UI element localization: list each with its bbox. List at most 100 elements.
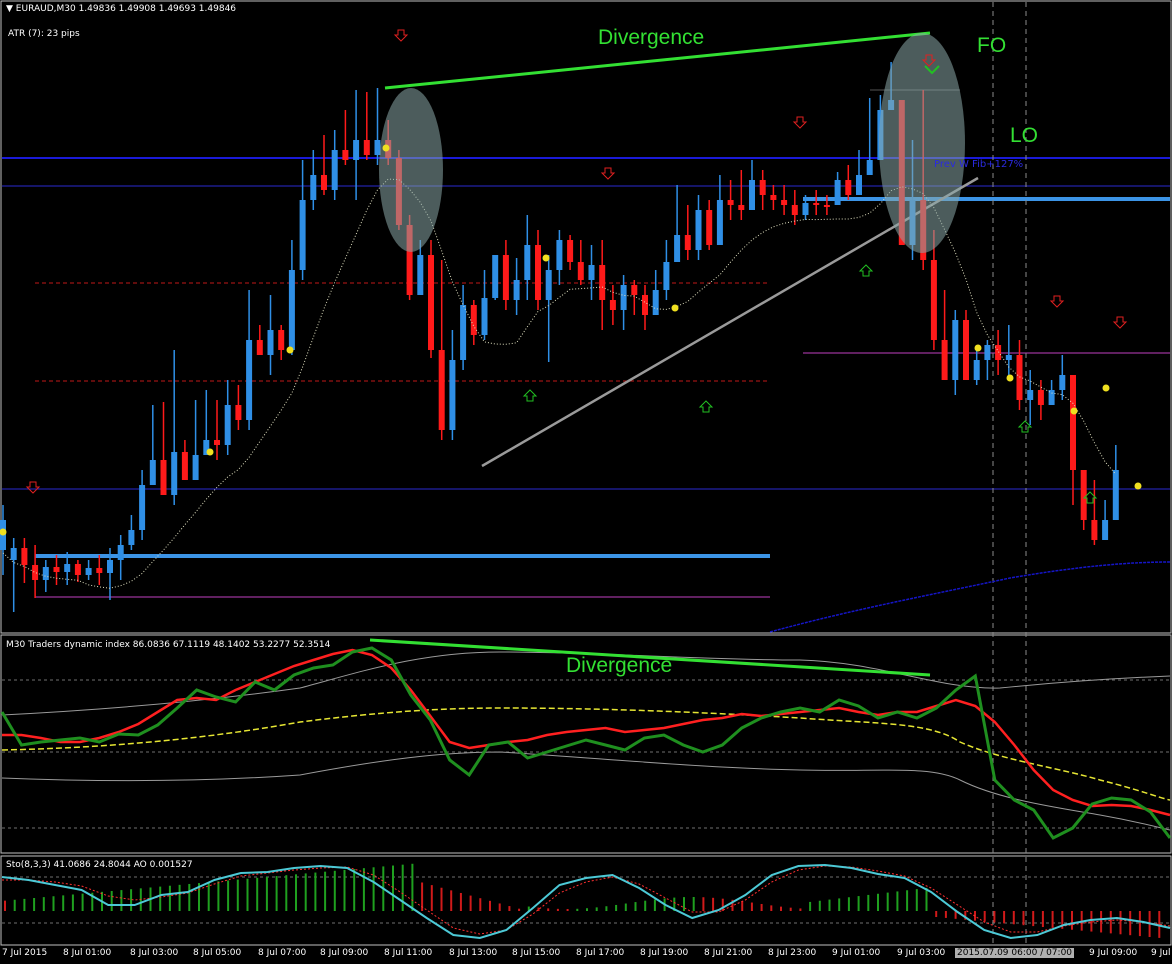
symbol-quote: EURAUD,M30 1.49836 1.49908 1.49693 1.498… [15,4,237,14]
candle-bull [1059,375,1066,390]
candle-bull [288,270,295,350]
down-arrow-icon [25,481,41,494]
tdi-green-rsi [0,646,1172,840]
ao-bar [799,908,802,911]
ao-bar [168,885,171,911]
time-axis-label: 8 Jul 17:00 [576,948,625,958]
ao-bar [198,883,200,911]
candle-bull [1112,470,1119,520]
candle-bull [1048,390,1055,405]
candle-bear [759,180,766,195]
ao-bar [110,890,113,911]
time-axis-label: 8 Jul 23:00 [768,948,817,958]
candle-bear [609,300,616,310]
tdi-yellow-base [1,707,1171,801]
ao-bar [809,901,812,911]
ao-bar [741,901,744,911]
candle-bear [214,440,220,445]
ao-bar [653,899,656,911]
fib-level-label: Prev W Fib+127% [934,159,1024,170]
candle-bear [342,150,349,160]
tdi-pane [0,638,1172,840]
candle-bull [695,210,702,250]
ao-bar [498,903,501,911]
ao-bar [721,898,724,911]
ao-bar [207,882,210,911]
ao-bar [857,896,860,911]
candle-bull [460,305,467,360]
highlight-ellipse-1 [379,88,443,252]
lo-label: LO [1010,124,1039,147]
candle-bull [1005,355,1012,360]
candle-bear [963,320,969,380]
ao-bar [644,900,647,911]
candle-bear [684,235,691,250]
ao-bar [915,889,918,911]
candle-bear [21,548,28,565]
candle-bear [535,245,541,300]
ao-bar [1051,911,1054,928]
tdi-band-lower [1,751,1171,831]
candle-bull [481,298,488,335]
ao-bar [789,907,792,911]
candle-bull [417,255,424,295]
candle-bull [1102,520,1109,540]
dropdown-triangle-icon[interactable]: ▼ [6,4,13,14]
time-axis-label: 8 Jul 13:00 [449,948,498,958]
divergence-label-tdi: Divergence [566,654,673,677]
ao-bar [130,889,133,911]
ao-bar [4,900,6,911]
candle-bear [599,265,606,300]
ao-bar [993,911,996,923]
ao-bar [944,911,947,918]
candle-bull [310,175,317,200]
time-axis-label: 8 Jul 07:00 [258,948,307,958]
ao-bar [566,908,569,911]
ao-bar [1090,911,1093,932]
up-arrow-icon [858,264,874,277]
ao-bar [818,900,821,911]
candle-bull [984,345,991,360]
ao-bar [372,867,375,911]
ao-bar [421,882,424,911]
candle-bear [406,225,413,295]
up-arrow-icon [698,400,714,413]
ao-bar [304,873,307,911]
candle-bear [706,210,713,245]
ao-bar [91,892,94,911]
candle-bull [299,200,306,270]
ao-bar [469,895,472,911]
time-axis-highlight: 2015.07.09 06:00 / 07:00 [955,948,1075,958]
time-axis-label: 9 Jul [1151,948,1171,958]
ao-bar [537,907,540,911]
candle-bear [738,205,745,210]
candle-bull [834,180,841,205]
candle-bull [203,440,210,455]
candle-bear [770,195,777,200]
ao-bar [983,911,986,922]
candle-bear [813,203,820,205]
ao-bar [71,894,74,911]
candle-bear [1016,355,1023,400]
time-axis-label: 9 Jul 09:00 [1089,948,1138,958]
ao-bar [362,868,365,911]
ao-bar [411,863,414,911]
ao-bar [13,899,16,911]
ao-bar [605,906,608,911]
candle-bear [96,568,103,573]
ao-bar [217,881,220,911]
candle-bear [470,305,477,335]
up-arrow-icon [1082,491,1098,504]
ao-bar [925,887,928,911]
ao-bar [343,869,346,911]
time-axis-label: 8 Jul 05:00 [193,948,242,958]
up-arrow-icon [1017,420,1033,433]
ao-bar [867,894,870,911]
candle-bear [941,340,948,380]
time-axis-label: 9 Jul 03:00 [897,948,946,958]
ao-bar [401,864,404,911]
candle-bull [588,265,595,280]
signal-arrows [25,29,1128,504]
candle-bear [181,452,188,480]
